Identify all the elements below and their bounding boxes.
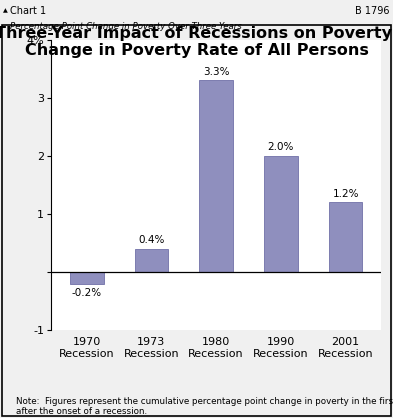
- Bar: [264, 156, 298, 272]
- Bar: [199, 80, 233, 272]
- Text: -0.2%: -0.2%: [72, 288, 102, 298]
- Bar: [329, 202, 362, 272]
- Text: Chart 1: Chart 1: [10, 6, 46, 16]
- Text: 3.3%: 3.3%: [203, 67, 230, 77]
- Text: B 1796: B 1796: [354, 6, 389, 16]
- Text: 1.2%: 1.2%: [332, 189, 359, 199]
- Bar: [134, 249, 168, 272]
- Text: 0.4%: 0.4%: [138, 235, 165, 245]
- Bar: [70, 272, 103, 284]
- Text: ▲: ▲: [3, 8, 8, 13]
- Text: 2.0%: 2.0%: [268, 143, 294, 153]
- Text: Three-Year Impact of Recessions on Poverty:
Change in Poverty Rate of All Person: Three-Year Impact of Recessions on Pover…: [0, 26, 393, 59]
- Text: Note:  Figures represent the cumulative percentage point change in poverty in th: Note: Figures represent the cumulative p…: [16, 397, 393, 416]
- Text: Percentage Point Change in Poverty Over Three Years: Percentage Point Change in Poverty Over …: [10, 22, 242, 31]
